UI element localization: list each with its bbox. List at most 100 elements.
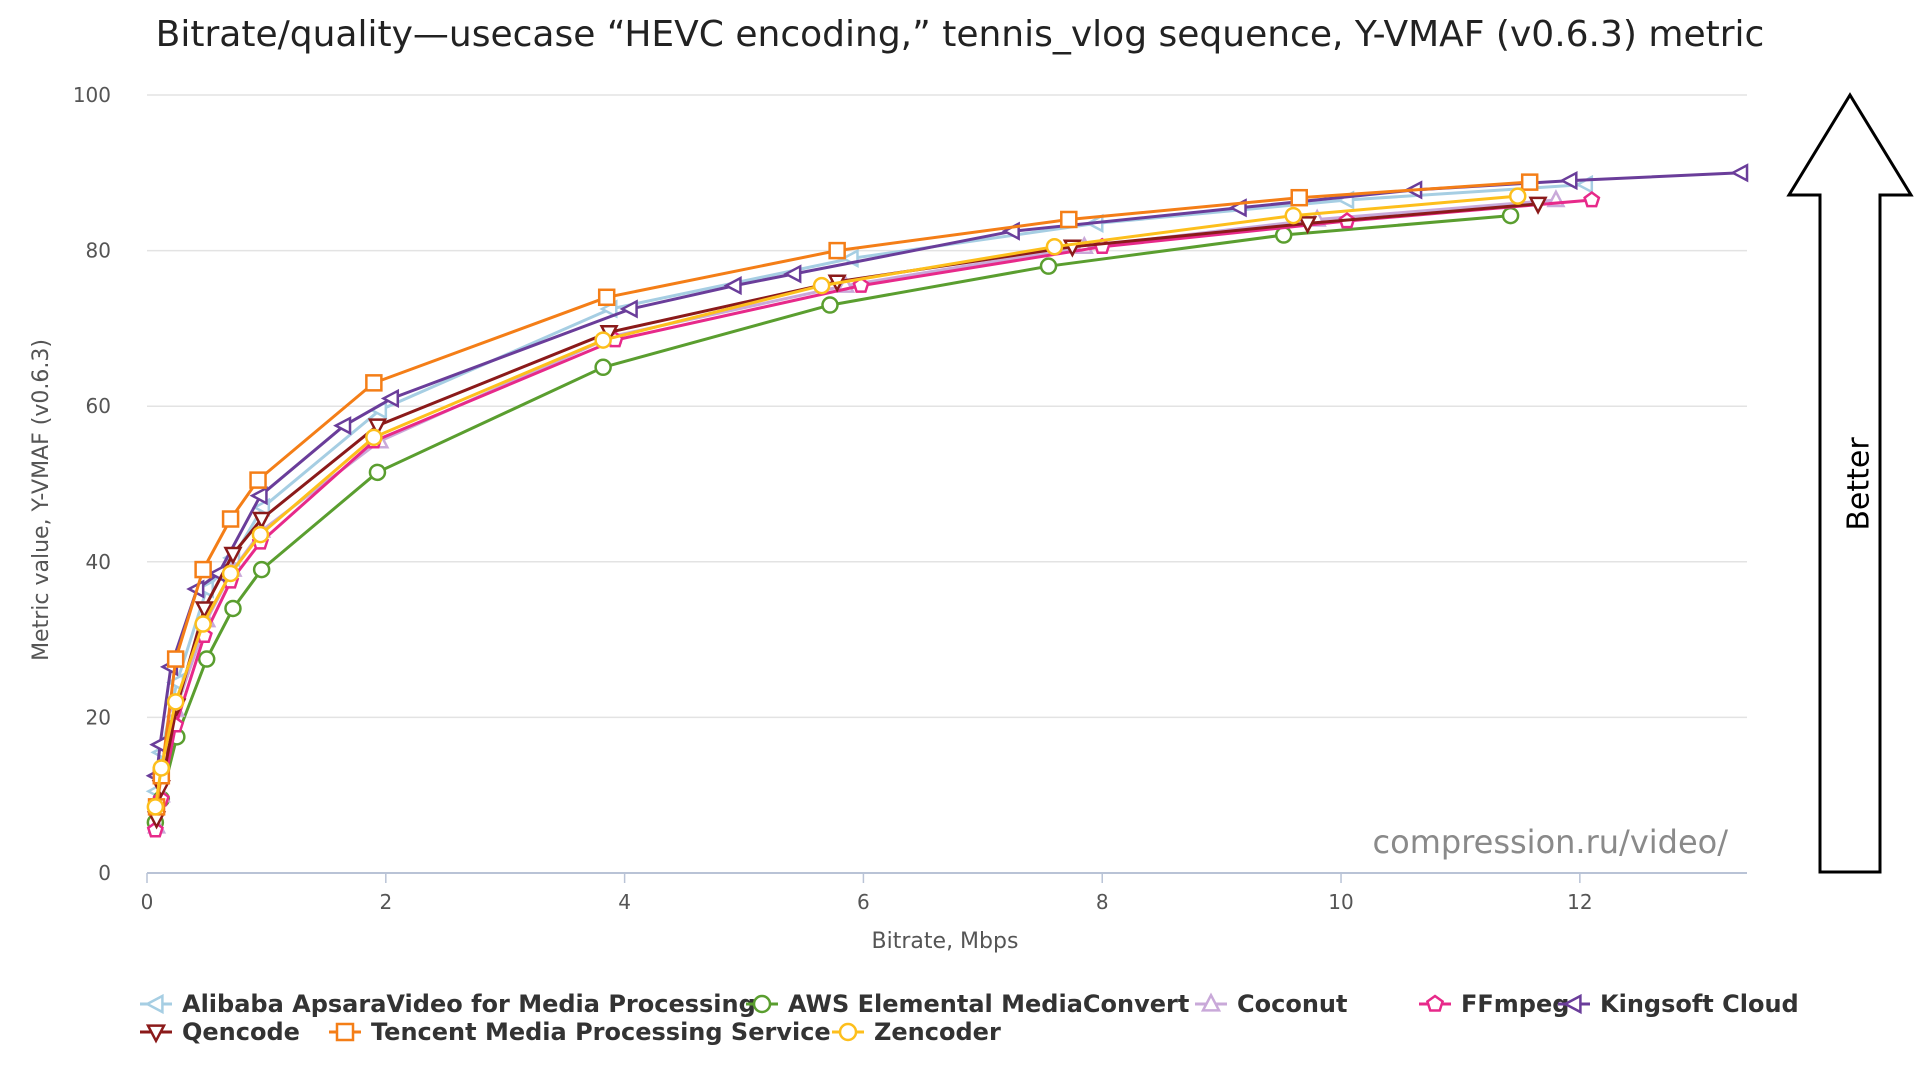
data-point (194, 615, 212, 633)
data-point (380, 388, 400, 408)
series (146, 190, 1601, 838)
x-tick-label: 0 (141, 890, 154, 914)
y-tick-label: 60 (86, 394, 111, 418)
data-point (619, 299, 638, 319)
data-point (223, 546, 243, 565)
series (146, 187, 1527, 816)
data-point (194, 601, 214, 620)
legend-label: Kingsoft Cloud (1600, 990, 1799, 1018)
better-label: Better (1842, 437, 1877, 531)
data-point (723, 276, 742, 296)
y-axis-ticks: 0 20 40 60 80 100 (73, 83, 111, 885)
data-point (1045, 237, 1064, 256)
data-point (333, 416, 352, 436)
legend: Alibaba ApsaraVideo for Media Processing… (140, 990, 1799, 1046)
legend-marker (838, 1022, 858, 1042)
series-layer (145, 163, 1749, 838)
legend-marker (144, 993, 164, 1015)
data-point (1501, 206, 1520, 225)
legend-item[interactable]: Zencoder (832, 1018, 1001, 1046)
data-point (166, 693, 185, 711)
data-point (221, 564, 240, 583)
series-line (153, 198, 1592, 831)
data-point (365, 374, 383, 392)
y-axis-title: Metric value, Y-VMAF (v0.6.3) (29, 339, 54, 661)
data-point (828, 241, 846, 260)
legend-item[interactable]: Coconut (1195, 990, 1347, 1018)
data-point (852, 276, 870, 293)
series (145, 174, 1594, 801)
data-point (812, 276, 831, 295)
legend-label: FFmpeg (1461, 990, 1569, 1018)
data-point (252, 560, 271, 579)
data-point (249, 471, 267, 489)
legend-item[interactable]: AWS Elemental MediaConvert (746, 990, 1189, 1018)
series-line (153, 194, 1518, 808)
series-line (155, 198, 1557, 827)
data-point (221, 510, 240, 528)
data-point (194, 560, 212, 579)
series-line (155, 180, 1530, 808)
x-axis-ticks: 0 2 4 6 8 10 12 (141, 873, 1593, 914)
data-point (252, 511, 272, 530)
x-tick-label: 2 (379, 890, 392, 914)
grid (147, 94, 1747, 874)
x-tick-label: 12 (1567, 890, 1592, 914)
x-axis-title: Bitrate, Mbps (872, 929, 1019, 954)
legend-marker (335, 1022, 355, 1042)
data-point (152, 759, 171, 777)
legend-marker (1562, 993, 1582, 1015)
legend-label: Zencoder (874, 1018, 1001, 1046)
x-tick-label: 10 (1328, 890, 1353, 914)
data-point (166, 650, 185, 668)
legend-marker (1425, 994, 1445, 1012)
y-tick-label: 100 (73, 83, 111, 107)
x-tick-label: 6 (857, 890, 870, 914)
y-tick-label: 80 (86, 239, 111, 263)
data-point (1298, 216, 1318, 235)
y-tick-label: 20 (86, 705, 111, 729)
data-point (251, 525, 270, 544)
data-point (594, 358, 612, 377)
legend-label: Tencent Media Processing Service (371, 1018, 831, 1046)
data-point (195, 579, 214, 599)
data-point (197, 650, 216, 668)
series (147, 173, 1539, 816)
data-point (368, 463, 387, 482)
data-point (1583, 190, 1601, 208)
x-tick-label: 8 (1096, 890, 1109, 914)
legend-label: Coconut (1237, 990, 1347, 1018)
data-point (1508, 187, 1527, 205)
x-tick-label: 4 (618, 890, 631, 914)
legend-marker (145, 1024, 167, 1044)
data-point (1730, 163, 1749, 183)
data-point (1039, 257, 1058, 275)
data-point (594, 331, 612, 349)
data-point (783, 264, 802, 284)
series-line (155, 202, 1539, 819)
data-point (597, 288, 616, 307)
legend-item[interactable]: Qencode (140, 1018, 300, 1046)
legend-item[interactable]: Tencent Media Processing Service (329, 1018, 831, 1046)
watermark: compression.ru/video/ (1373, 823, 1729, 861)
data-point (1060, 210, 1078, 229)
data-point (1528, 196, 1548, 215)
series (146, 206, 1520, 832)
legend-item[interactable]: Kingsoft Cloud (1558, 990, 1799, 1018)
better-arrow: Better (1786, 92, 1914, 874)
big-up-arrow-icon (1786, 92, 1914, 874)
data-point (821, 296, 839, 314)
data-point (146, 821, 164, 838)
series-line (153, 214, 1511, 823)
series (145, 163, 1749, 786)
y-tick-label: 0 (98, 861, 111, 885)
data-point (146, 798, 165, 816)
legend-marker (752, 994, 772, 1014)
data-point (365, 428, 383, 447)
legend-label: AWS Elemental MediaConvert (788, 990, 1189, 1018)
y-tick-label: 40 (86, 550, 111, 574)
legend-item[interactable]: FFmpeg (1419, 990, 1569, 1018)
legend-item[interactable]: Alibaba ApsaraVideo for Media Processing (140, 990, 756, 1018)
data-point (1520, 173, 1539, 191)
